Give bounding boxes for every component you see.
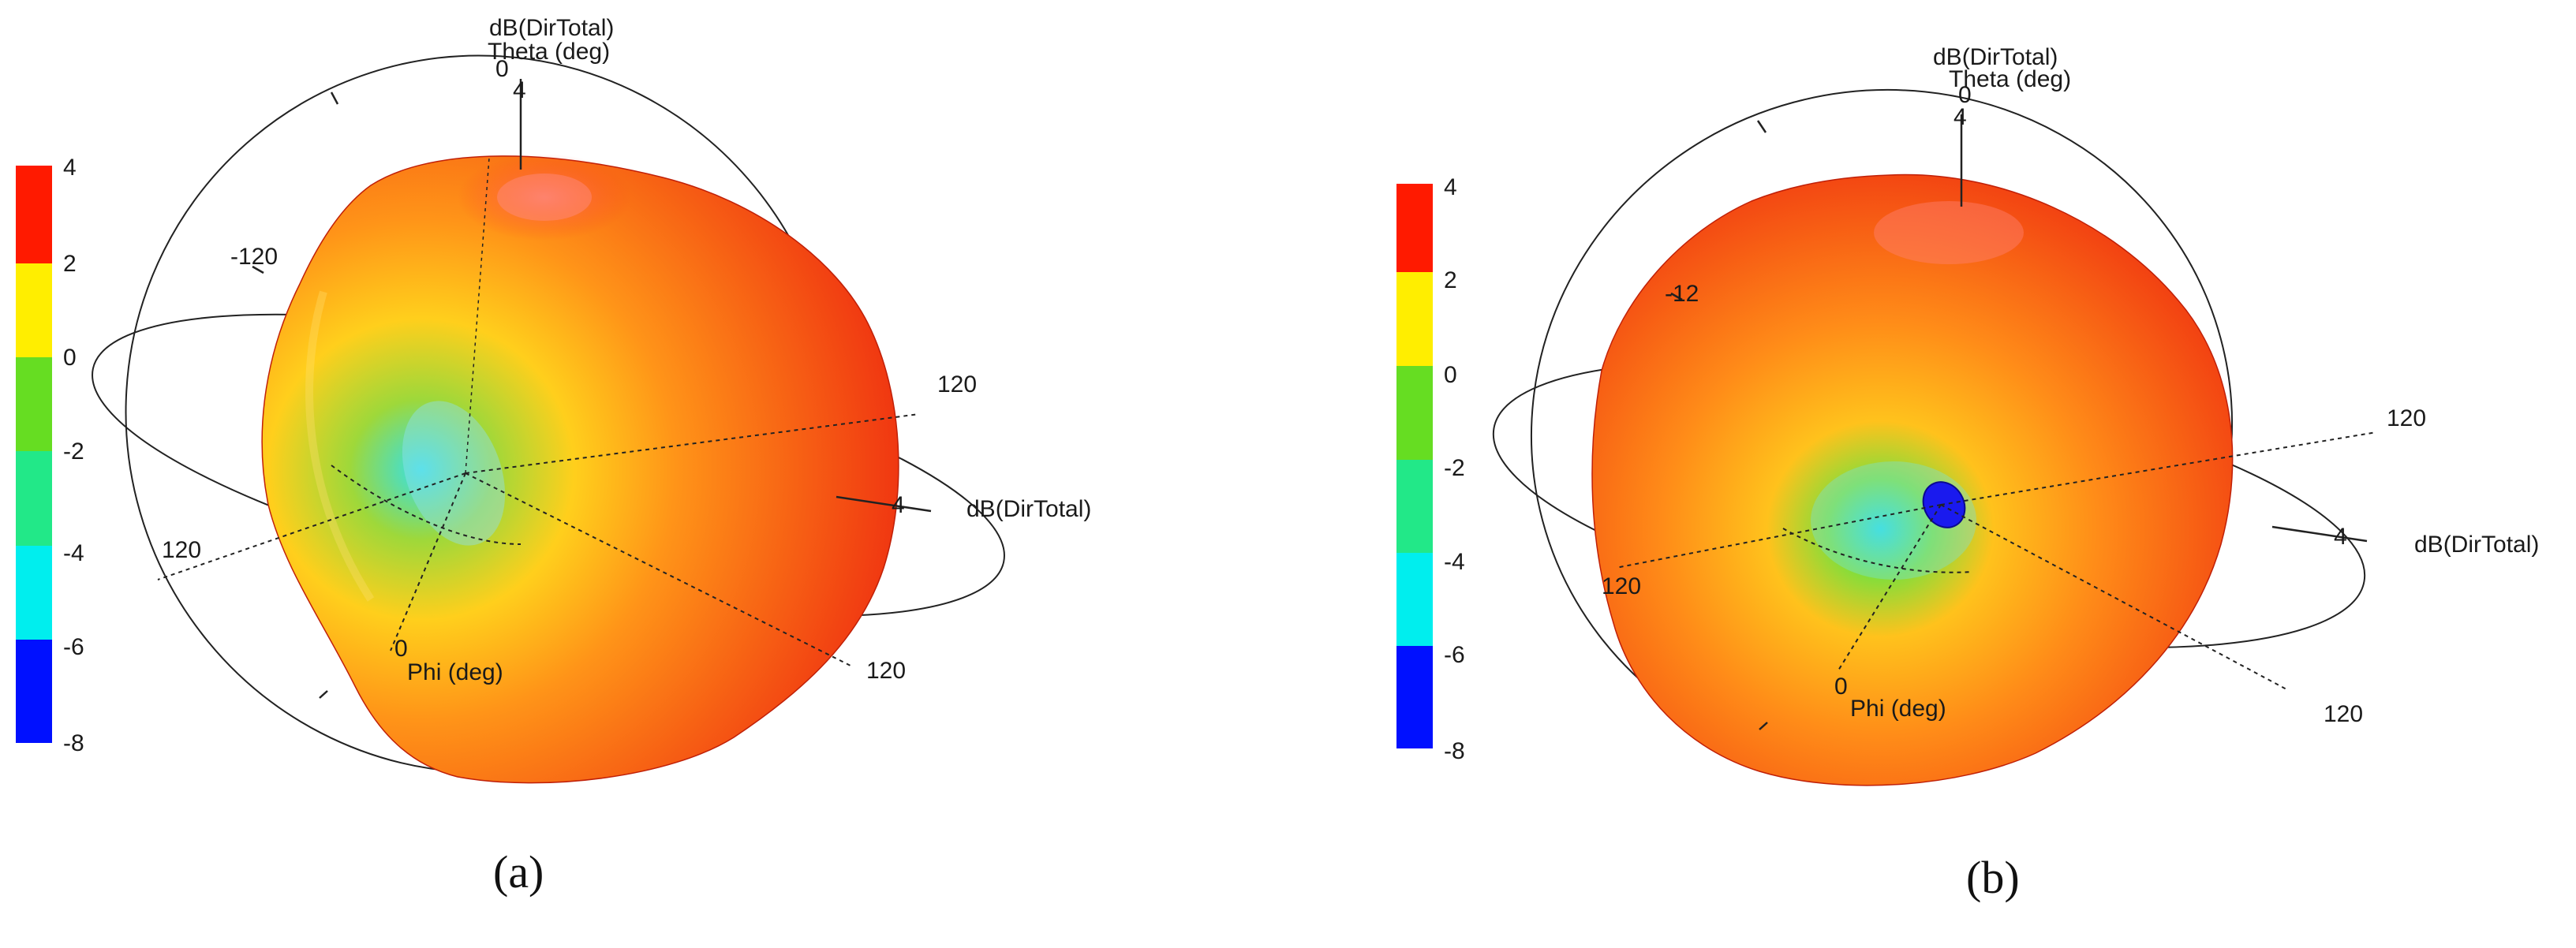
- colorbar-a-band-2: [16, 357, 52, 451]
- colorbar-a-band-4: [16, 546, 52, 640]
- colorbar-a-tick-1: 2: [63, 251, 77, 277]
- label-120-left-a: 120: [162, 537, 201, 563]
- phi-zero-label-a: 0: [394, 636, 408, 662]
- caption-b: (b): [1966, 852, 2020, 903]
- phi-zero-label-b: 0: [1834, 674, 1848, 700]
- radial-label-b: 4: [2334, 524, 2347, 550]
- colorbar-b-tick-6: -8: [1444, 738, 1465, 764]
- theta-axis-title-a: Theta (deg): [488, 39, 610, 65]
- colorbar-b-band-2: [1396, 366, 1433, 460]
- colorbar-b-tick-1: 2: [1444, 267, 1457, 293]
- colorbar-a-tick-2: 0: [63, 345, 77, 371]
- theta-zero-label-a: 0: [495, 56, 509, 82]
- panel-b: 4 2 0 -2 -4 -6 -8: [1396, 44, 2539, 903]
- radial-label-a: 4: [892, 492, 905, 518]
- theta-top-label-b: 4: [1953, 104, 1967, 130]
- z-axis-title-a: dB(DirTotal): [489, 15, 614, 41]
- colorbar-b-band-5: [1396, 646, 1433, 748]
- label-minus-120-a: -120: [230, 244, 278, 270]
- colorbar-a-band-3: [16, 451, 52, 546]
- theta-top-label-a: 4: [513, 77, 526, 103]
- theta-axis-title-b: Theta (deg): [1949, 66, 2071, 92]
- label-120-right-b: 120: [2387, 405, 2426, 431]
- colorbar-b-band-4: [1396, 553, 1433, 646]
- colorbar-b-tick-3: -2: [1444, 455, 1465, 481]
- colorbar-b-band-0: [1396, 184, 1433, 272]
- panel-a: 4 2 0 -2 -4 -6 -8: [16, 15, 1091, 898]
- colorbar-b-tick-2: 0: [1444, 362, 1457, 388]
- colorbar-b-band-3: [1396, 460, 1433, 553]
- colorbar-a-band-1: [16, 263, 52, 357]
- label-120-left-b: 120: [1602, 573, 1641, 599]
- label-minus-120-b: -12: [1665, 281, 1699, 307]
- theta-zero-label-b: 0: [1958, 82, 1972, 108]
- colorbar-a-tick-5: -6: [63, 634, 84, 660]
- radiation-pattern-a: [261, 154, 899, 784]
- axes-a: [157, 79, 932, 699]
- colorbar-b-tick-0: 4: [1444, 174, 1457, 200]
- colorbar-b: 4 2 0 -2 -4 -6 -8: [1396, 174, 1465, 764]
- label-120-bottom-a: 120: [866, 658, 906, 684]
- colorbar-a-tick-4: -4: [63, 540, 84, 566]
- colorbar-a-band-0: [16, 166, 52, 263]
- z-axis-title-b: dB(DirTotal): [1933, 44, 2058, 70]
- phi-axis-title-b: Phi (deg): [1850, 696, 1946, 722]
- colorbar-a-tick-6: -8: [63, 730, 84, 756]
- axes-b: [1615, 114, 2377, 730]
- side-axis-title-a: dB(DirTotal): [966, 496, 1091, 522]
- caption-a: (a): [493, 846, 544, 898]
- colorbar-a-tick-3: -2: [63, 439, 84, 465]
- colorbar-b-tick-5: -6: [1444, 642, 1465, 668]
- label-120-bottom-b: 120: [2324, 701, 2363, 727]
- phi-axis-title-a: Phi (deg): [407, 659, 503, 685]
- side-axis-title-b: dB(DirTotal): [2414, 532, 2539, 558]
- radiation-pattern-b: [1591, 174, 2234, 786]
- colorbar-a-band-5: [16, 640, 52, 743]
- colorbar-a-tick-0: 4: [63, 155, 77, 181]
- colorbar-a: 4 2 0 -2 -4 -6 -8: [16, 155, 84, 756]
- colorbar-b-band-1: [1396, 272, 1433, 366]
- colorbar-b-tick-4: -4: [1444, 549, 1465, 575]
- label-120-right-a: 120: [937, 371, 977, 397]
